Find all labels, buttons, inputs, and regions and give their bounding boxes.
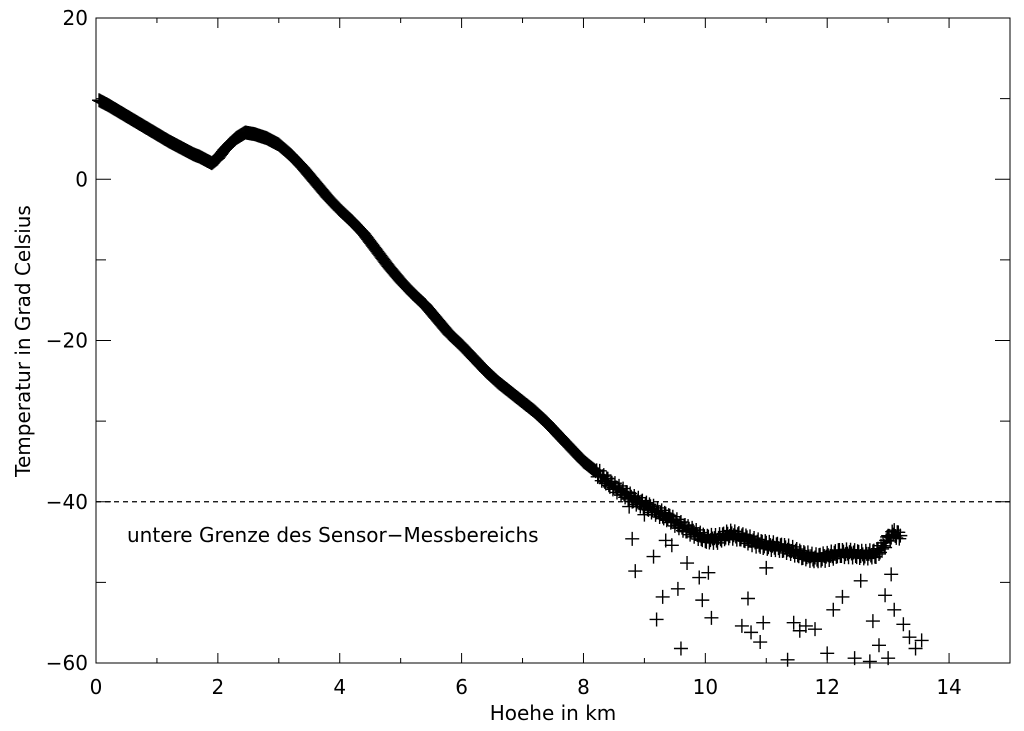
outlier-point bbox=[646, 549, 661, 564]
profile-series bbox=[92, 93, 908, 569]
outlier-point bbox=[704, 610, 719, 625]
outlier-point bbox=[835, 589, 850, 604]
y-tick-label: −40 bbox=[46, 490, 88, 514]
outlier-point bbox=[887, 602, 902, 617]
outlier-point bbox=[884, 567, 899, 582]
outlier-point bbox=[759, 560, 774, 575]
y-axis-label: Temperatur in Grad Celsius bbox=[11, 205, 35, 478]
x-tick-label: 6 bbox=[455, 675, 468, 699]
x-tick-label: 14 bbox=[936, 675, 961, 699]
tick-labels: 0 2 4 6 8 10 12 14 −60 −40 −20 0 20 bbox=[46, 6, 962, 699]
profile-point bbox=[891, 525, 906, 540]
outlier-point bbox=[753, 635, 768, 650]
plot-frame bbox=[95, 17, 1011, 664]
outlier-point bbox=[649, 612, 664, 627]
outlier-point bbox=[744, 625, 759, 640]
profile-point bbox=[893, 528, 908, 543]
outlier-point bbox=[881, 651, 896, 666]
outlier-point bbox=[820, 646, 835, 661]
outlier-point bbox=[680, 556, 695, 571]
outlier-point bbox=[692, 570, 707, 585]
x-tick-label: 12 bbox=[814, 675, 839, 699]
outlier-point bbox=[808, 622, 823, 637]
outlier-point bbox=[896, 617, 911, 632]
profile-point bbox=[875, 541, 890, 556]
outlier-point bbox=[655, 589, 670, 604]
outlier-point bbox=[871, 638, 886, 653]
outlier-point bbox=[914, 633, 929, 648]
outlier-point bbox=[734, 618, 749, 633]
x-tick-label: 10 bbox=[693, 675, 718, 699]
outlier-point bbox=[756, 615, 771, 630]
tick-marks bbox=[95, 17, 1011, 664]
y-tick-label: −20 bbox=[46, 329, 88, 353]
outlier-point bbox=[673, 641, 688, 656]
outlier-point bbox=[826, 602, 841, 617]
outlier-point bbox=[862, 654, 877, 669]
outlier-point bbox=[622, 499, 637, 514]
outlier-point bbox=[701, 565, 716, 580]
outlier-point bbox=[780, 652, 795, 667]
x-tick-label: 2 bbox=[211, 675, 224, 699]
outlier-point bbox=[847, 651, 862, 666]
outlier-point bbox=[625, 531, 640, 546]
outlier-point bbox=[853, 573, 868, 588]
profile-point bbox=[892, 531, 907, 546]
x-tick-label: 0 bbox=[90, 675, 103, 699]
outlier-point bbox=[740, 591, 755, 606]
outlier-point bbox=[695, 593, 710, 608]
outlier-point bbox=[628, 564, 643, 579]
x-tick-label: 4 bbox=[333, 675, 346, 699]
outlier-point bbox=[865, 614, 880, 629]
outlier-point bbox=[786, 615, 801, 630]
y-tick-label: 20 bbox=[63, 6, 88, 30]
outlier-point bbox=[637, 507, 652, 522]
x-tick-label: 8 bbox=[577, 675, 590, 699]
outlier-point bbox=[664, 538, 679, 553]
outlier-point bbox=[902, 630, 917, 645]
outlier-point bbox=[878, 588, 893, 603]
outlier-point bbox=[798, 618, 813, 633]
outlier-point bbox=[670, 581, 685, 596]
outlier-point bbox=[908, 641, 923, 656]
y-tick-label: 0 bbox=[75, 167, 88, 191]
y-tick-label: −60 bbox=[46, 651, 88, 675]
outlier-series bbox=[622, 499, 929, 669]
reference-annotation: untere Grenze des Sensor−Messbereichs bbox=[127, 523, 539, 547]
x-axis-label: Hoehe in km bbox=[490, 701, 617, 725]
